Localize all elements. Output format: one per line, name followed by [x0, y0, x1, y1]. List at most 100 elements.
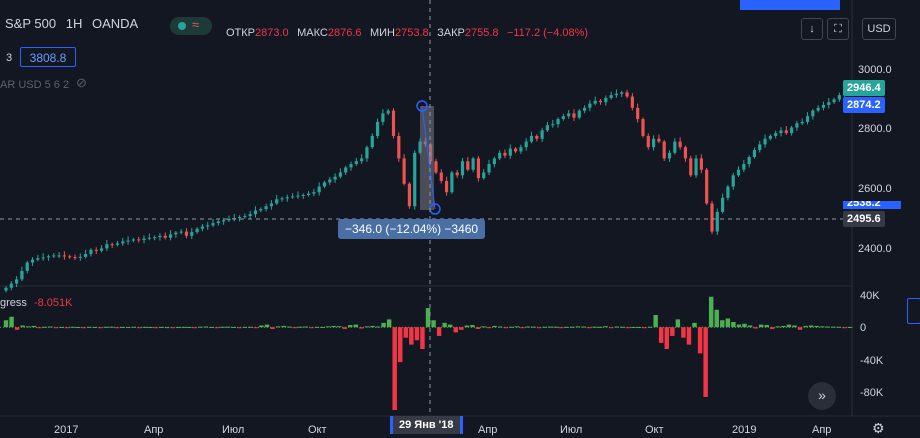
volume-bar: [553, 326, 558, 328]
volume-bar: [692, 322, 697, 328]
candle-body: [94, 249, 98, 251]
time-tick-6: Окт: [645, 424, 664, 436]
top-blue-bar: [740, 0, 840, 10]
open-value: 2873.0: [255, 27, 289, 39]
volume-bar: [259, 325, 264, 328]
cursor-price-text: 2495.6: [847, 213, 881, 225]
time-tick-2: Июл: [222, 424, 245, 436]
candle-body: [253, 210, 258, 215]
volume-bar: [231, 326, 236, 328]
volume-bar: [559, 327, 564, 329]
volume-bar: [453, 327, 458, 333]
candle-body: [413, 152, 417, 207]
candle-body: [195, 228, 199, 233]
volume-bar: [292, 327, 297, 329]
hidden-indicator-label[interactable]: AR USD 5 6 2: [0, 79, 70, 91]
candle-body: [306, 193, 311, 195]
volume-bar: [486, 327, 492, 329]
candle-body: [800, 121, 804, 124]
current-price-tag: 2946.4: [843, 80, 885, 96]
candle-body: [768, 135, 772, 139]
interval-label[interactable]: 1H: [65, 16, 83, 31]
candle-body: [375, 121, 380, 136]
candle-body: [699, 158, 703, 170]
eye-off-icon[interactable]: ⊘: [76, 75, 87, 90]
high-label: МАКС: [297, 27, 328, 39]
candle-body: [545, 125, 550, 131]
candle-body: [73, 257, 77, 259]
current-price-text: 2946.4: [847, 82, 881, 94]
volume-bar: [370, 325, 375, 328]
candle-body: [795, 123, 799, 128]
volume-bar: [786, 324, 792, 328]
price-input-box[interactable]: 3808.8: [20, 47, 76, 67]
volume-bar: [53, 327, 59, 329]
candle-body: [556, 119, 560, 125]
candle-body: [492, 158, 496, 165]
candle-body: [142, 238, 146, 240]
volume-bar: [164, 327, 170, 329]
second-price-text: 2874.2: [847, 99, 881, 111]
scroll-right-button[interactable]: »: [808, 382, 836, 410]
candle-body: [52, 255, 56, 257]
settings-gear-icon[interactable]: ⚙: [872, 420, 885, 436]
candle-body: [62, 255, 66, 257]
candle-body: [646, 135, 650, 148]
candle-body: [827, 102, 831, 105]
volume-bar: [747, 325, 753, 328]
cursor-price-tag: 2495.6: [843, 211, 885, 227]
volume-bar: [187, 326, 192, 328]
download-button[interactable]: ↓: [801, 18, 823, 40]
candle-body: [561, 116, 565, 120]
volume-bar: [242, 326, 247, 328]
volume-bar: [309, 327, 314, 329]
candle-body: [147, 237, 151, 239]
volume-bar: [125, 327, 131, 329]
candle-body: [291, 196, 295, 198]
volume-bar: [781, 325, 786, 328]
candle-body: [110, 244, 114, 246]
volume-bar: [37, 327, 42, 329]
candle-body: [460, 161, 465, 176]
time-tick-8: Апр: [812, 424, 832, 436]
volume-bar: [398, 327, 403, 363]
side-handle-icon[interactable]: [907, 298, 920, 324]
volume-bar: [298, 326, 303, 328]
candle-body: [620, 92, 624, 94]
volume-bar: [509, 326, 514, 328]
candle-body: [168, 234, 173, 238]
volume-bar: [653, 315, 658, 328]
symbol-name[interactable]: S&P 500: [5, 16, 57, 31]
candle-body: [370, 135, 374, 148]
fullscreen-button[interactable]: ⛶: [827, 18, 849, 40]
candle-body: [572, 113, 576, 118]
candle-body: [402, 158, 406, 184]
volume-bar: [542, 326, 547, 328]
volume-bar: [392, 327, 397, 410]
candle-body: [678, 141, 682, 148]
candle-body: [582, 107, 587, 111]
currency-button[interactable]: USD: [862, 18, 896, 40]
candle-body: [731, 175, 735, 187]
indicator-name[interactable]: gress: [0, 297, 27, 309]
candle-body: [174, 232, 178, 235]
market-status-badge[interactable]: ≈: [170, 17, 212, 35]
candle-body: [588, 103, 592, 108]
volume-bar: [536, 327, 542, 329]
volume-bar: [570, 326, 575, 328]
candle-body: [476, 158, 481, 179]
time-tick-1: Апр: [144, 424, 164, 436]
candle-body: [301, 195, 305, 196]
candle-body: [20, 270, 24, 280]
volume-bar: [181, 326, 186, 328]
volume-bar: [497, 326, 503, 328]
volume-bar: [753, 327, 758, 329]
volume-bar: [375, 326, 381, 328]
volume-bar: [742, 323, 747, 328]
volume-bar: [114, 327, 120, 329]
crosshair-date-tag: 29 Янв '18: [390, 416, 463, 434]
candle-body: [131, 239, 135, 241]
volume-bar: [431, 320, 436, 328]
volume-bar: [764, 325, 769, 328]
